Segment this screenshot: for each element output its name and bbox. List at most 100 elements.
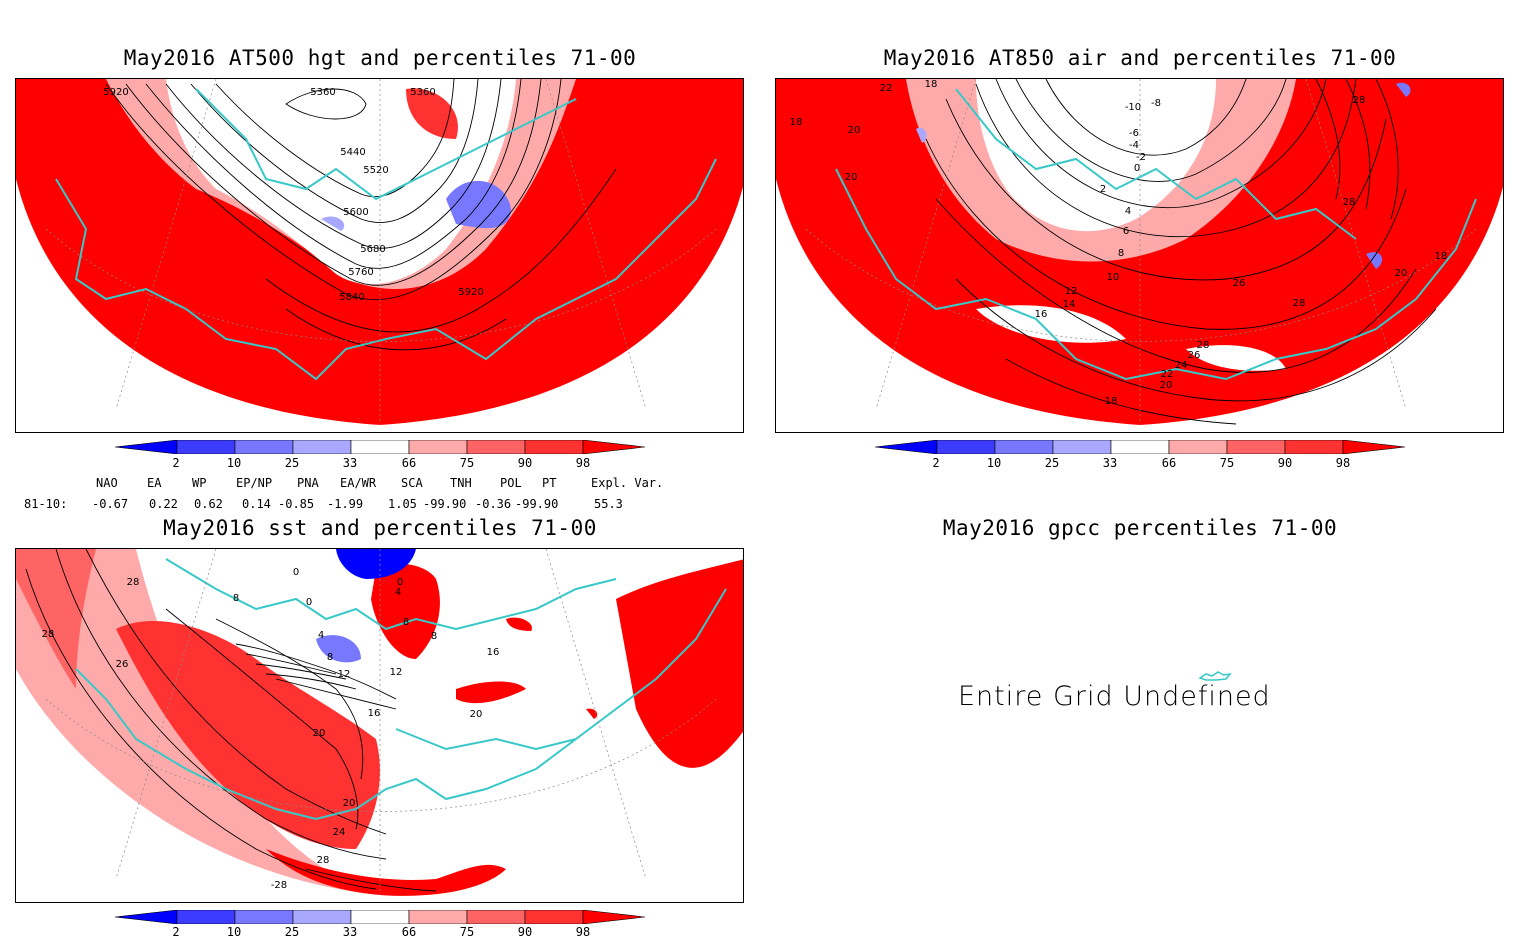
sst-contour-label: 20	[343, 798, 356, 809]
colorbar-swatch-white	[350, 910, 410, 924]
colorbar-label: 10	[986, 456, 1002, 470]
colorbar-label: 90	[517, 456, 533, 470]
colorbar-swatch-light-blue	[1052, 440, 1112, 454]
sst-small-red-3	[586, 708, 598, 719]
colorbar-label: 2	[172, 456, 180, 470]
hgt-red-spot	[406, 88, 458, 139]
sst-contour-labels: 28 28 26 0 0 8 4 8 12 12 16 20 20 24 28 …	[42, 567, 500, 891]
air-neutral-southwest	[976, 305, 1126, 343]
colorbar-swatch-red	[1284, 440, 1344, 454]
index-row-label: 81-10:	[24, 497, 68, 511]
colorbar-label: 25	[284, 456, 300, 470]
colorbar-swatch-white	[1110, 440, 1170, 454]
index-value: 0.22	[149, 497, 178, 511]
hgt-contour-label: 5760	[348, 267, 373, 278]
colorbar-swatch-light-red	[1168, 440, 1228, 454]
index-value: 1.05	[388, 497, 417, 511]
air-contour-label: 28	[1197, 340, 1210, 351]
colorbar-swatch-mid-blue	[234, 440, 294, 454]
sst-mid-blue	[316, 635, 361, 663]
colorbar-label: 33	[342, 456, 358, 470]
gpcc-undefined-message: Entire Grid Undefined	[958, 681, 1271, 712]
index-header: TNH	[450, 476, 472, 490]
sst-contour-label: 26	[116, 659, 129, 670]
colorbar-label: 98	[1335, 456, 1351, 470]
index-value: -99.90	[515, 497, 559, 511]
hgt-contour-label: 5920	[458, 287, 483, 298]
colorbar-label: 66	[1161, 456, 1177, 470]
index-header: PNA	[297, 476, 319, 490]
hgt-contour-labels: 5920 5360 5360 5440 5520 5600 5680 5760 …	[103, 87, 483, 303]
sst-north-blue	[336, 549, 416, 579]
sst-coastlines	[75, 558, 727, 821]
air-contour-labels: 22 18 18 20 20 -10 -8 -6 -4 -2 0 2 4 6 8…	[790, 79, 1448, 407]
colorbar-label: 66	[401, 925, 417, 939]
sst-contour-label: 28	[42, 629, 55, 640]
air-contour-label: 28	[1353, 95, 1366, 106]
air-contour-label: 22	[1161, 369, 1174, 380]
hgt-colorbar	[115, 440, 646, 454]
hgt-contour-label: 5680	[360, 244, 385, 255]
colorbar-swatch-red	[524, 440, 584, 454]
air-contour-label: 20	[848, 125, 861, 136]
colorbar-swatch-deep-blue	[115, 910, 178, 924]
air-contour-label: 10	[1107, 272, 1120, 283]
index-header: EP/NP	[236, 476, 273, 490]
colorbar-label: 33	[1102, 456, 1118, 470]
index-header: Expl. Var.	[591, 476, 664, 490]
air-contour-label: -10	[1125, 102, 1141, 113]
air-contour-label: 20	[1160, 380, 1173, 391]
colorbar-label: 75	[459, 456, 475, 470]
air-neutral-region	[976, 79, 1216, 232]
sst-contour-label: 0	[306, 597, 312, 608]
air-graticule	[805, 79, 1477, 425]
colorbar-label: 25	[1044, 456, 1060, 470]
air-contour-label: 4	[1125, 206, 1131, 217]
air-contour-label: 20	[845, 172, 858, 183]
air-contour-label: 0	[1134, 163, 1140, 174]
colorbar-swatch-white	[350, 440, 410, 454]
colorbar-label: 98	[575, 456, 591, 470]
hgt-contour-label: 5440	[340, 147, 365, 158]
index-header: PT	[542, 476, 557, 490]
air-panel-title: May2016 AT850 air and percentiles 71-00	[883, 46, 1397, 70]
air-contour-label: 14	[1063, 299, 1076, 310]
air-contour-label: 22	[880, 83, 893, 94]
colorbar-swatch-deep-red	[1342, 440, 1406, 454]
hgt-panel-title: May2016 AT500 hgt and percentiles 71-00	[123, 46, 637, 70]
hgt-contours	[105, 79, 617, 351]
sst-panel-title: May2016 sst and percentiles 71-00	[163, 516, 597, 540]
colorbar-swatch-mid-red	[466, 910, 526, 924]
colorbar-label: 90	[517, 925, 533, 939]
air-blue-spot-3	[916, 127, 927, 143]
colorbar-label: 25	[284, 925, 300, 939]
air-blue-spot-2	[1396, 82, 1411, 97]
sst-contour-label: 4	[318, 630, 324, 641]
sst-contour-label: 0	[293, 567, 299, 578]
sst-contour-label: 16	[487, 647, 500, 658]
air-contour-label: 18	[790, 117, 803, 128]
hgt-contour-label: 5360	[310, 87, 335, 98]
sst-contours	[25, 549, 437, 892]
colorbar-swatch-deep-red	[582, 440, 646, 454]
sst-contour-label: 20	[470, 709, 483, 720]
index-value: -0.67	[92, 497, 129, 511]
air-contour-label: 2	[1100, 184, 1106, 195]
air-contour-label: -8	[1151, 98, 1161, 109]
hgt-blue-anomaly-small	[321, 216, 345, 231]
sst-contour-label: 28	[127, 577, 140, 588]
colorbar-swatch-light-red	[408, 910, 468, 924]
colorbar-swatch-deep-red	[582, 910, 646, 924]
colorbar-swatch-mid-blue	[234, 910, 294, 924]
air-colorbar	[875, 440, 1406, 454]
sst-colorbar	[115, 910, 646, 924]
sst-map-svg: 28 28 26 0 0 8 4 8 12 12 16 20 20 24 28 …	[16, 549, 743, 896]
colorbar-swatch-blue	[176, 910, 236, 924]
colorbar-swatch-deep-blue	[875, 440, 938, 454]
sst-east-red	[616, 559, 743, 768]
sst-map: 28 28 26 0 0 8 4 8 12 12 16 20 20 24 28 …	[15, 548, 744, 903]
sst-south-red	[266, 849, 506, 896]
air-contour-label: 24	[1175, 360, 1188, 371]
sst-small-red-1	[506, 617, 532, 631]
air-coastlines	[835, 88, 1477, 381]
